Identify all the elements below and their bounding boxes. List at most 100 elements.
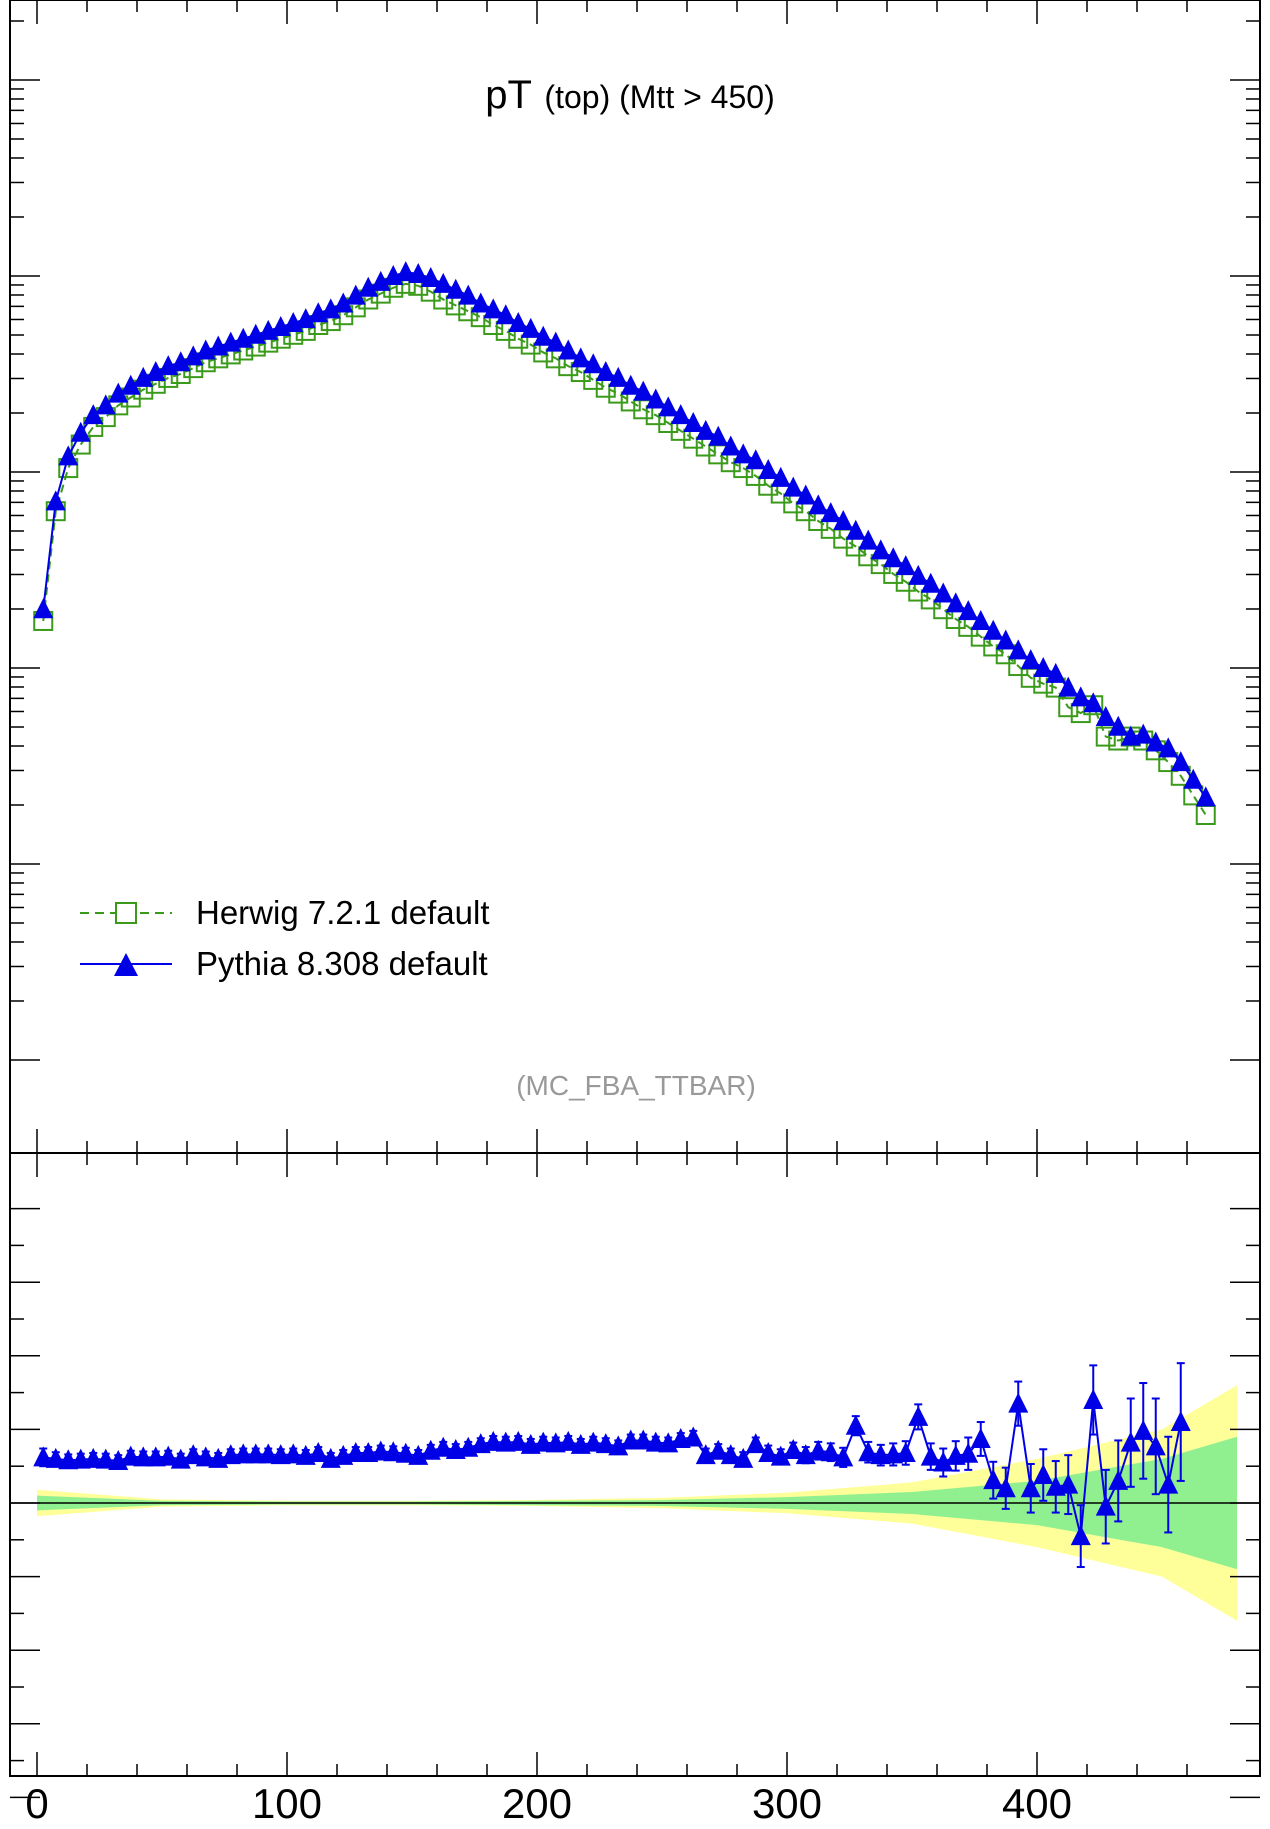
ratio-marker-pythia <box>1158 1473 1179 1494</box>
marker-pythia <box>1133 723 1154 744</box>
marker-pythia <box>1108 715 1129 736</box>
ratio-panel-frame <box>9 1152 1261 1777</box>
plot-title: pT (top) (Mtt > 450) <box>485 73 774 117</box>
marker-pythia <box>45 490 66 511</box>
ratio-marker-pythia <box>820 1441 841 1462</box>
marker-pythia <box>495 304 516 325</box>
ratio-marker-pythia <box>370 1440 391 1461</box>
ratio-marker-pythia <box>808 1439 829 1460</box>
marker-pythia <box>895 555 916 576</box>
ratio-marker-pythia <box>195 1446 216 1467</box>
marker-pythia <box>870 539 891 560</box>
legend-pythia-marker <box>114 953 138 976</box>
marker-herwig <box>1058 697 1079 718</box>
marker-pythia <box>733 443 754 464</box>
ratio-marker-pythia <box>995 1477 1016 1498</box>
ratio-marker-pythia <box>608 1435 629 1456</box>
marker-pythia <box>545 331 566 352</box>
marker-pythia <box>470 292 491 313</box>
marker-pythia <box>583 353 604 374</box>
ratio-marker-pythia <box>1058 1473 1079 1494</box>
marker-pythia <box>958 600 979 621</box>
x-tick-label: 0 <box>25 1780 48 1827</box>
marker-pythia <box>1045 662 1066 683</box>
marker-pythia <box>1158 737 1179 758</box>
ratio-marker-pythia <box>1070 1525 1091 1546</box>
ratio-marker-pythia <box>770 1445 791 1466</box>
marker-pythia <box>745 449 766 470</box>
marker-pythia <box>33 598 54 619</box>
marker-pythia <box>983 619 1004 640</box>
ratio-marker-pythia <box>433 1436 454 1457</box>
marker-pythia <box>620 374 641 395</box>
marker-pythia <box>1083 692 1104 713</box>
marker-pythia <box>908 564 929 585</box>
ratio-marker-pythia <box>783 1439 804 1460</box>
ratio-marker-pythia <box>120 1445 141 1466</box>
plot-title-main: pT <box>485 73 532 117</box>
marker-pythia <box>295 308 316 329</box>
marker-pythia <box>820 502 841 523</box>
ratio-marker-pythia <box>408 1444 429 1465</box>
marker-pythia <box>1020 649 1041 670</box>
marker-pythia <box>658 396 679 417</box>
ratio-panel-series <box>33 1362 1191 1569</box>
marker-pythia <box>170 351 191 372</box>
ratio-marker-pythia <box>1170 1411 1191 1432</box>
ratio-marker-pythia <box>308 1441 329 1462</box>
marker-pythia <box>708 425 729 446</box>
x-tick-labels: 0 100 200 300 400 <box>25 1780 1072 1827</box>
marker-pythia <box>720 435 741 456</box>
ratio-marker-pythia <box>645 1431 666 1452</box>
marker-pythia <box>333 292 354 313</box>
ratio-marker-pythia <box>933 1451 954 1472</box>
ratio-marker-pythia <box>1008 1392 1029 1413</box>
ratio-marker-pythia <box>1083 1388 1104 1409</box>
analysis-watermark: (MC_FBA_TTBAR) <box>516 1070 756 1101</box>
marker-pythia <box>120 374 141 395</box>
marker-pythia <box>1095 706 1116 726</box>
marker-herwig <box>1195 805 1216 825</box>
x-tick-label: 300 <box>752 1780 822 1827</box>
marker-pythia <box>533 325 554 346</box>
marker-pythia <box>795 484 816 505</box>
ratio-marker-pythia <box>183 1444 204 1465</box>
marker-pythia <box>1070 686 1091 707</box>
ratio-marker-pythia <box>845 1414 866 1435</box>
ratio-marker-pythia <box>283 1443 304 1464</box>
marker-pythia <box>1033 657 1054 677</box>
ratio-marker-pythia <box>595 1433 616 1454</box>
marker-pythia <box>520 317 541 338</box>
marker-pythia <box>695 419 716 440</box>
marker-pythia <box>445 278 466 299</box>
ratio-marker-pythia <box>1120 1431 1141 1452</box>
ratio-marker-pythia <box>533 1431 554 1452</box>
marker-pythia <box>408 263 429 284</box>
marker-pythia <box>558 339 579 360</box>
marker-pythia <box>1170 751 1191 772</box>
x-tick-label: 100 <box>252 1780 322 1827</box>
ratio-marker-pythia <box>45 1447 66 1468</box>
marker-pythia <box>633 380 654 401</box>
marker-pythia <box>595 361 616 382</box>
plot-title-sub: (top) (Mtt > 450) <box>544 79 774 115</box>
marker-pythia <box>145 361 166 382</box>
ratio-marker-pythia <box>1020 1477 1041 1498</box>
marker-pythia <box>183 345 204 366</box>
marker-pythia <box>458 284 479 305</box>
ratio-marker-pythia <box>1145 1435 1166 1456</box>
ratio-marker-pythia <box>920 1445 941 1466</box>
marker-pythia <box>945 592 966 613</box>
ratio-marker-pythia <box>720 1444 741 1465</box>
marker-pythia <box>83 404 104 425</box>
ratio-marker-pythia <box>958 1442 979 1463</box>
ratio-marker-pythia <box>95 1448 116 1469</box>
marker-pythia <box>133 366 154 387</box>
ratio-marker-pythia <box>1095 1495 1116 1516</box>
ratio-marker-pythia <box>895 1441 916 1462</box>
marker-pythia <box>570 347 591 368</box>
ratio-marker-pythia <box>508 1430 529 1451</box>
marker-pythia <box>995 629 1016 650</box>
ratio-marker-pythia <box>858 1441 879 1462</box>
marker-pythia <box>683 412 704 432</box>
